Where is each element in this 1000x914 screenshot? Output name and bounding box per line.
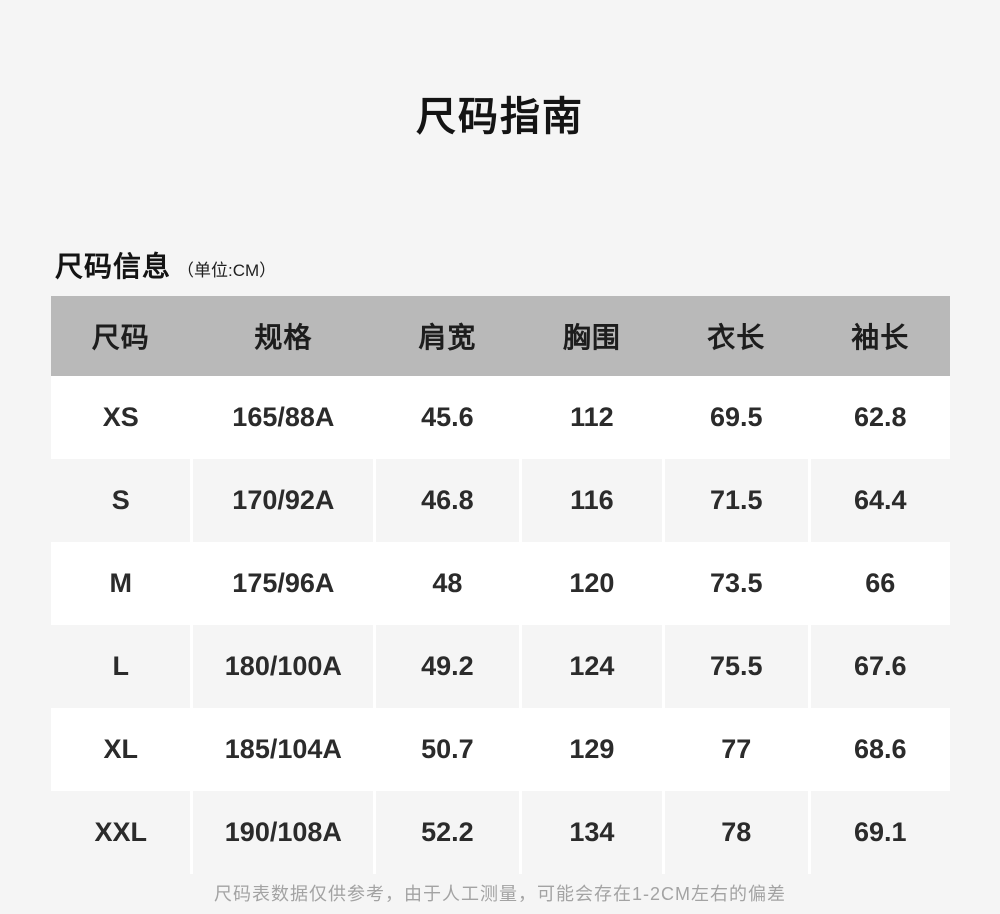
table-cell-shoulder: 52.2 [376,791,519,874]
column-header: 肩宽 [418,322,477,353]
disclaimer-note: 尺码表数据仅供参考，由于人工测量，可能会存在1-2CM左右的偏差 [213,884,786,904]
page-title: 尺码指南 [416,95,584,139]
table-row: L 180/100A 49.2 124 75.5 67.6 [51,625,950,708]
table-row: XS 165/88A 45.6 112 69.5 62.8 [51,376,950,459]
table-cell-size: XXL [51,791,191,874]
table-cell-spec: 175/96A [193,542,374,625]
column-header: 衣长 [707,322,766,353]
table-cell-sleeve: 62.8 [810,376,950,459]
table-cell-spec: 185/104A [193,708,374,791]
table-cell-length: 78 [665,791,808,874]
table-cell-length: 75.5 [665,625,808,708]
table-cell-size: XL [51,708,191,791]
table-cell-sleeve: 69.1 [810,791,950,874]
size-table: 尺码 规格 肩宽 胸围 衣长 袖长 XS 165/88A 45.6 112 69.5 62.8 S 17… [51,296,950,874]
table-cell-length: 71.5 [665,459,808,542]
column-header: 袖长 [851,322,910,353]
table-cell-shoulder: 49.2 [376,625,519,708]
table-cell-length: 73.5 [665,542,808,625]
table-cell-shoulder: 46.8 [376,459,519,542]
table-cell-size: L [51,625,191,708]
table-cell-spec: 190/108A [193,791,374,874]
table-cell-chest: 112 [521,376,663,459]
table-cell-sleeve: 66 [810,542,950,625]
section-heading: 尺码信息 （单位:CM） [55,245,1000,282]
column-header: 规格 [254,322,313,353]
table-row: M 175/96A 48 120 73.5 66 [51,542,950,625]
table-cell-shoulder: 45.6 [376,376,519,459]
table-cell-length: 69.5 [665,376,808,459]
size-table-body: XS 165/88A 45.6 112 69.5 62.8 S 170/92A 46.8 116 7… [51,376,950,874]
table-cell-shoulder: 50.7 [376,708,519,791]
table-cell-shoulder: 48 [376,542,519,625]
size-table-header-row: 尺码 规格 肩宽 胸围 衣长 袖长 [51,296,950,376]
table-row: XL 185/104A 50.7 129 77 68.6 [51,708,950,791]
column-header: 胸围 [562,322,621,353]
table-cell-length: 77 [665,708,808,791]
table-cell-size: S [51,459,191,542]
table-cell-size: M [51,542,191,625]
section-title: 尺码信息 [55,251,172,282]
column-header: 尺码 [91,322,150,353]
table-row: S 170/92A 46.8 116 71.5 64.4 [51,459,950,542]
unit-note: （单位:CM） [177,261,277,280]
table-cell-chest: 124 [521,625,663,708]
table-cell-size: XS [51,376,191,459]
table-cell-spec: 165/88A [193,376,374,459]
table-cell-sleeve: 64.4 [810,459,950,542]
table-cell-chest: 120 [521,542,663,625]
table-row: XXL 190/108A 52.2 134 78 69.1 [51,791,950,874]
table-cell-chest: 134 [521,791,663,874]
table-cell-chest: 116 [521,459,663,542]
table-cell-sleeve: 68.6 [810,708,950,791]
table-cell-spec: 170/92A [193,459,374,542]
table-cell-chest: 129 [521,708,663,791]
table-cell-sleeve: 67.6 [810,625,950,708]
table-cell-spec: 180/100A [193,625,374,708]
